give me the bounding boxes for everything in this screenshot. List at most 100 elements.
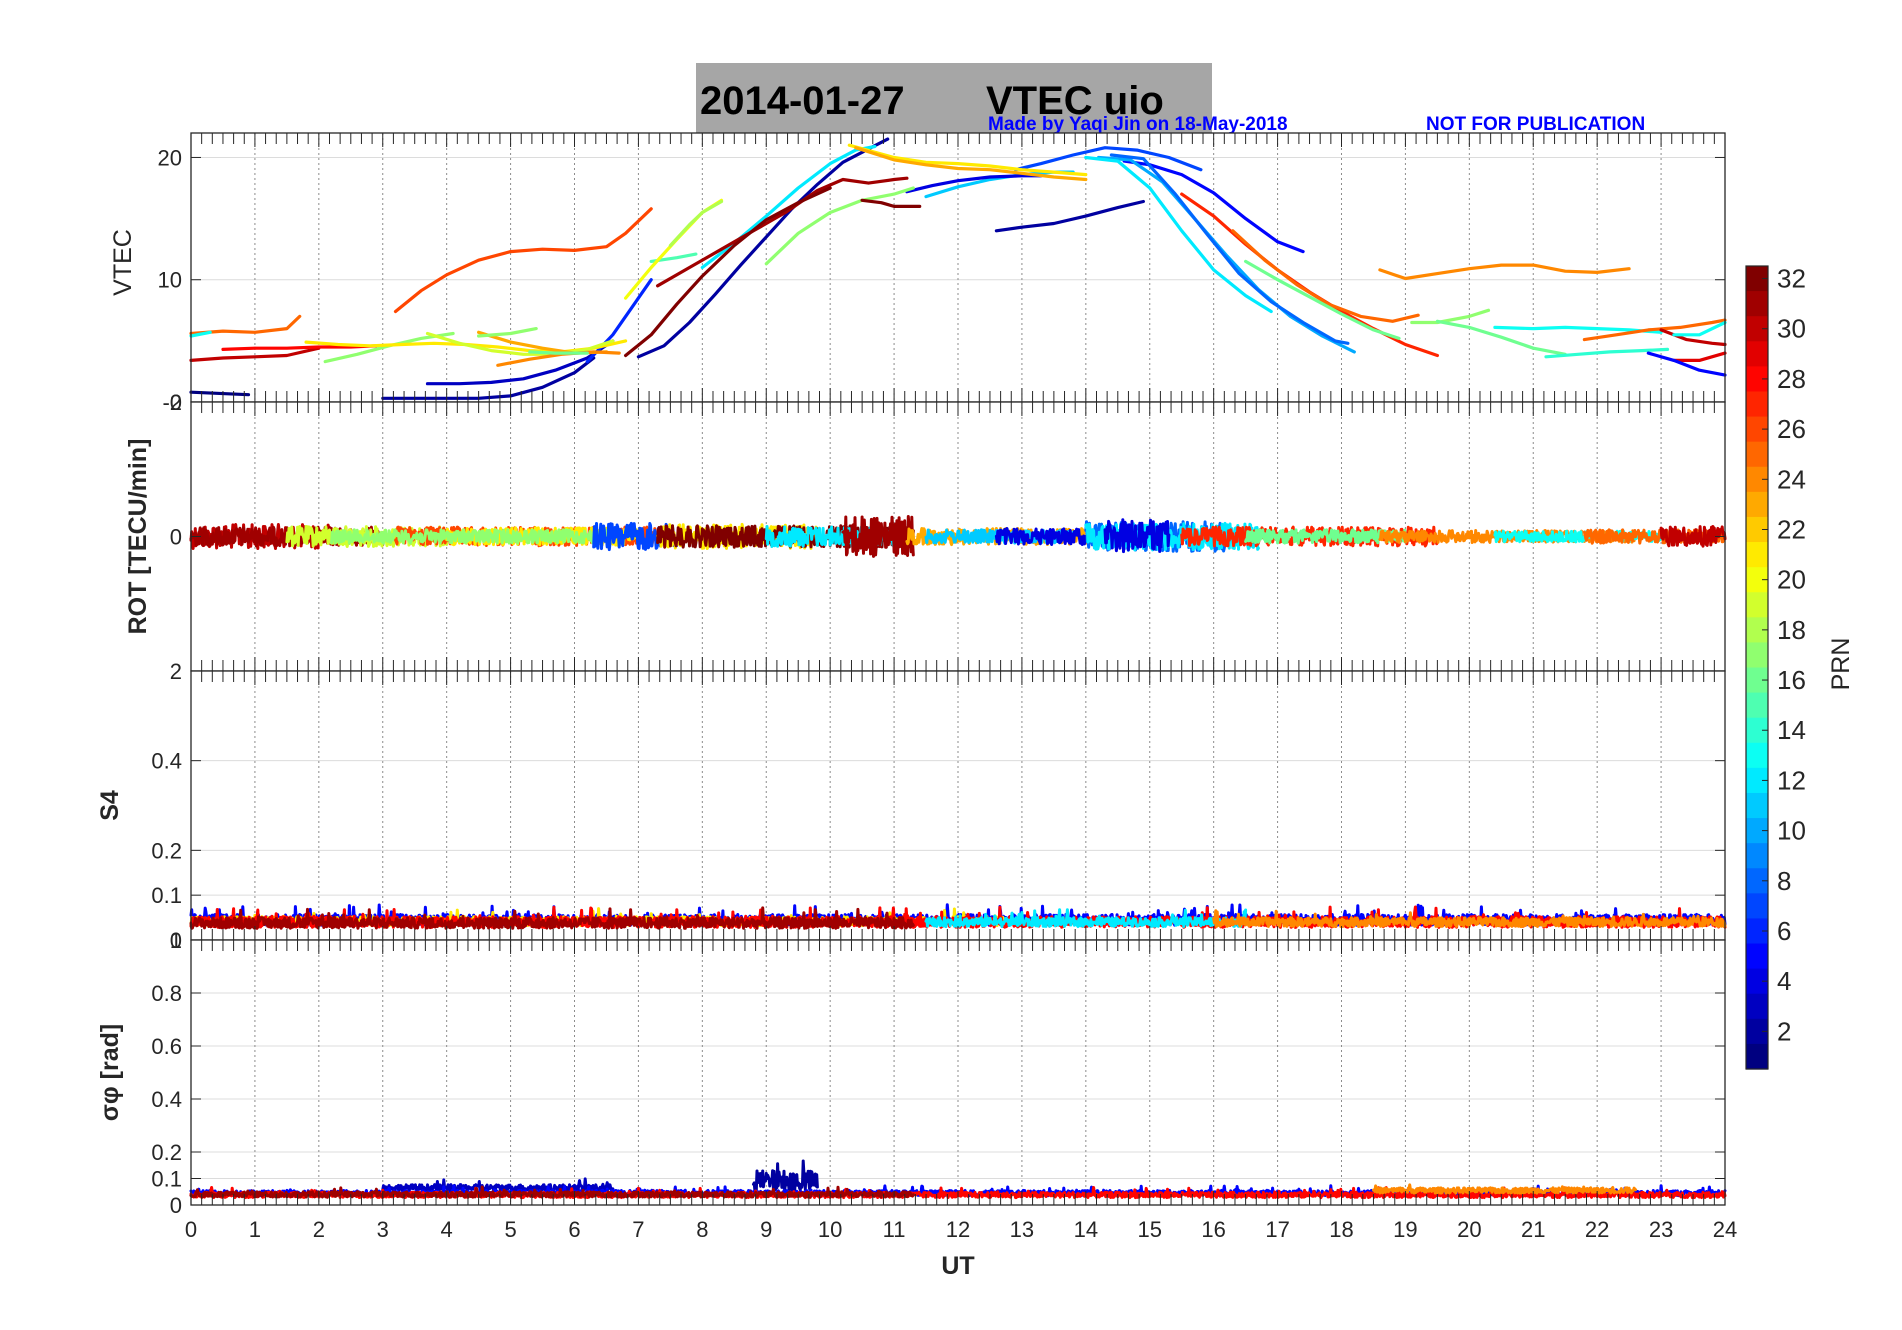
sigma_phi-xtick-label: 14 (1074, 1217, 1098, 1242)
vtec-series-prn-13 (1672, 320, 1727, 337)
sigma_phi-xtick-label: 17 (1265, 1217, 1289, 1242)
vtec-series-prn-10 (1097, 155, 1356, 354)
colorbar-swatch (1746, 692, 1768, 719)
s4-extra-label: 1 (170, 928, 182, 953)
sigma_phi-xtick-label: 13 (1010, 1217, 1034, 1242)
vtec-series-prn-25 (1582, 318, 1727, 342)
colorbar-swatch (1746, 818, 1768, 844)
colorbar-swatch (1746, 316, 1768, 342)
vtec-series-prn-17 (764, 186, 915, 266)
panel-sigma_phi: 00.10.20.40.60.8σφ [rad]0 1 2 3 4 5 6 7 8 9 10 11 12… (96, 939, 1737, 1280)
sigma_phi-xtick-label: 12 (946, 1217, 970, 1242)
colorbar-swatch (1746, 993, 1768, 1020)
colorbar-swatch (1746, 491, 1768, 518)
colorbar-swatch (1746, 893, 1768, 920)
sigma_phi-xtick-label: 4 (441, 1217, 453, 1242)
colorbar-swatch (1746, 466, 1768, 493)
sigma_phi-xtick-label: 16 (1201, 1217, 1225, 1242)
colorbar-swatch (1746, 1018, 1768, 1045)
vtec-ylabel: VTEC (109, 229, 137, 296)
sigma_phi-series-prn-31 (189, 1185, 915, 1199)
colorbar-tick-label: 4 (1777, 966, 1791, 996)
vtec-series-prn-5 (1646, 351, 1727, 377)
colorbar-tick-label: 18 (1777, 615, 1806, 645)
vtec-series-prn-17 (477, 327, 538, 338)
sigma_phi-xtick-label: 1 (249, 1217, 261, 1242)
vtec-series-prn-7 (1013, 146, 1203, 172)
sigma_phi-xtick-label: 18 (1329, 1217, 1353, 1242)
sigma_phi-xtick-label: 23 (1649, 1217, 1673, 1242)
sigma_phi-xtick-label: 7 (632, 1217, 644, 1242)
sigma_phi-series-prn-24 (1372, 1183, 1637, 1195)
colorbar-swatch (1746, 592, 1768, 618)
colorbar-tick-label: 22 (1777, 514, 1806, 544)
colorbar-swatch (1746, 266, 1768, 292)
rot-series-prn-17 (330, 528, 608, 545)
vtec-series-prn-14 (1544, 347, 1670, 359)
colorbar-tick-label: 20 (1777, 565, 1806, 595)
vtec-series-prn-16 (1435, 319, 1567, 356)
s4-ytick-label: 0 (170, 928, 182, 953)
sigma_phi-series-prn-3 (381, 1177, 615, 1193)
vtec-series-prn-8 (1109, 153, 1350, 345)
sigma_phi-xtick-label: 20 (1457, 1217, 1481, 1242)
rot-series-prn-4 (994, 527, 1088, 546)
colorbar-tick-label: 12 (1777, 765, 1806, 795)
colorbar-swatch (1746, 843, 1768, 869)
rot-ytick-label: 0 (170, 525, 182, 550)
colorbar-swatch (1746, 968, 1768, 995)
vtec-series-prn-32 (860, 198, 922, 208)
vtec-series-prn-4 (905, 174, 1043, 194)
colorbar-tick-label: 10 (1777, 816, 1806, 846)
colorbar-swatch (1746, 792, 1768, 819)
title-main: VTEC uio (986, 79, 1164, 123)
vtec-series-prn-25 (1231, 229, 1420, 323)
sigma_phi-xtick-label: 19 (1393, 1217, 1417, 1242)
sigma_phi-xtick-label: 11 (883, 1217, 906, 1242)
vtec-series-prn-2 (381, 356, 596, 400)
colorbar-swatch (1746, 918, 1768, 945)
sigma_phi-xtick-label: 8 (696, 1217, 708, 1242)
sigma_phi-series-prn-2 (752, 1159, 819, 1194)
vtec-series-prn-16 (528, 350, 589, 355)
colorbar-swatch (1746, 1043, 1768, 1070)
sigma_phi-ytick-label: 0.1 (151, 1167, 182, 1192)
vtec-series-prn-16 (1244, 259, 1401, 340)
rot-series-prn-16 (1244, 528, 1407, 545)
colorbar-swatch (1746, 717, 1768, 744)
colorbar-swatch (1746, 642, 1768, 669)
sigma_phi-xtick-label: 21 (1521, 1217, 1545, 1242)
vtec-series-prn-23 (854, 146, 1088, 182)
sigma_phi-ytick-label: 0 (170, 1193, 182, 1218)
rot-series-prn-4 (1103, 518, 1171, 554)
colorbar-swatch (1746, 516, 1768, 543)
colorbar-swatch (1746, 366, 1768, 393)
vtec-series-prn-13 (1493, 325, 1663, 334)
sigma_phi-xtick-label: 15 (1138, 1217, 1162, 1242)
colorbar-tick-label: 32 (1777, 264, 1806, 294)
colorbar-frame (1745, 265, 1769, 1070)
colorbar-swatch (1746, 391, 1768, 418)
vtec-series-prn-3 (425, 339, 615, 386)
vtec-series-prn-24 (1378, 263, 1631, 281)
s4-series-prn-31 (189, 906, 915, 930)
colorbar-swatch (1746, 291, 1768, 317)
s4-ytick-label: 0.1 (151, 883, 182, 908)
sigma_phi-ytick-label: 0.8 (151, 981, 182, 1006)
colorbar-label: PRN (1827, 638, 1855, 691)
vtec-series-prn-19 (425, 331, 615, 356)
vtec-series-prn-32 (624, 186, 832, 358)
panel-s4: 0 0.1 0.2 0.4 1 S4 (96, 670, 1727, 953)
vtec-series-prn-2 (994, 199, 1145, 233)
vtec-ytick-label: 20 (158, 145, 182, 170)
sigma_phi-xtick-label: 10 (818, 1217, 842, 1242)
sigma_phi-ytick-label: 0.2 (151, 1140, 182, 1165)
s4-ytick-label: 0.4 (151, 749, 182, 774)
vtec-series-prn-30 (189, 346, 321, 362)
vtec-series-prn-1 (189, 390, 251, 397)
sigma_phi-xlabel: UT (941, 1252, 974, 1280)
s4-ylabel: S4 (96, 790, 124, 821)
sigma_phi-ytick-label: 0.6 (151, 1034, 182, 1059)
